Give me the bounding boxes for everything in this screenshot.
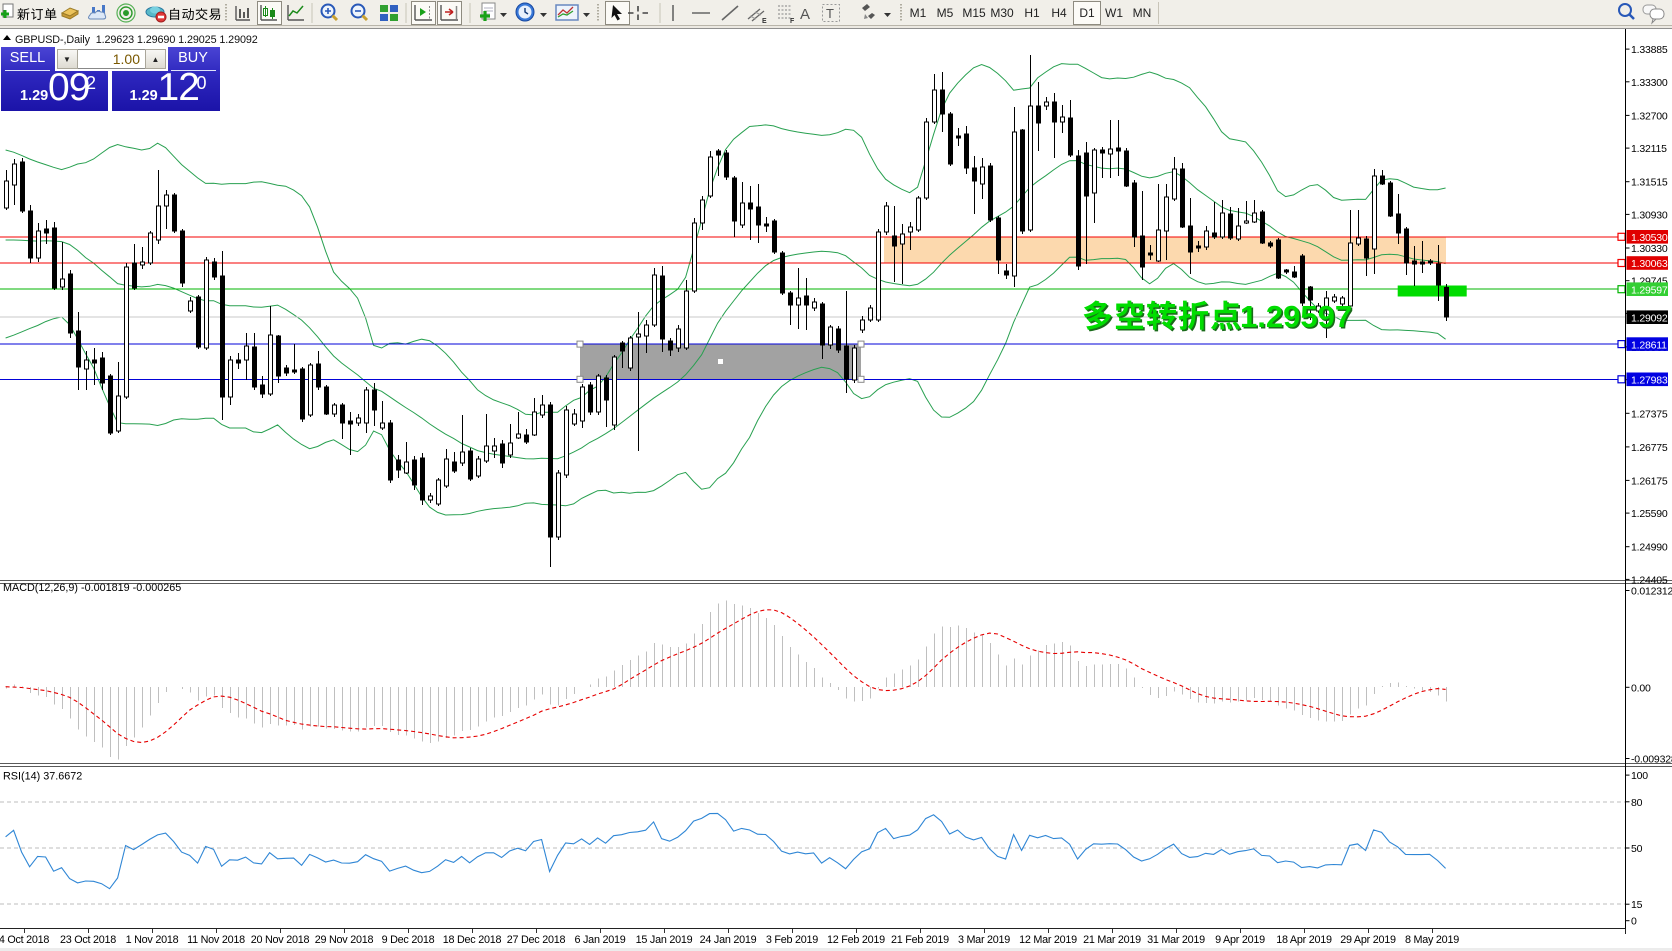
svg-text:1.27375: 1.27375: [1631, 408, 1668, 420]
svg-text:1.29597: 1.29597: [1242, 301, 1354, 336]
svg-text:27 Dec 2018: 27 Dec 2018: [507, 934, 566, 946]
svg-text:1.29092: 1.29092: [1631, 312, 1668, 324]
svg-text:1.24990: 1.24990: [1631, 542, 1668, 554]
svg-text:15: 15: [1631, 899, 1643, 911]
svg-text:21 Feb 2019: 21 Feb 2019: [891, 934, 949, 946]
svg-text:21 Mar 2019: 21 Mar 2019: [1083, 934, 1141, 946]
svg-text:9 Apr 2019: 9 Apr 2019: [1215, 934, 1265, 946]
svg-text:M15: M15: [962, 6, 986, 20]
svg-text:1.27983: 1.27983: [1631, 375, 1668, 387]
svg-text:18 Dec 2018: 18 Dec 2018: [443, 934, 502, 946]
svg-text:D1: D1: [1079, 6, 1095, 20]
svg-text:1.33300: 1.33300: [1631, 77, 1668, 89]
svg-text:31 Mar 2019: 31 Mar 2019: [1147, 934, 1205, 946]
svg-text:1.30930: 1.30930: [1631, 209, 1668, 221]
svg-text:80: 80: [1631, 797, 1643, 809]
svg-text:29 Nov 2018: 29 Nov 2018: [315, 934, 374, 946]
svg-text:-0.009328: -0.009328: [1631, 754, 1672, 766]
svg-text:H1: H1: [1024, 6, 1040, 20]
svg-text:15 Jan 2019: 15 Jan 2019: [636, 934, 693, 946]
svg-text:1.29597: 1.29597: [1240, 299, 1352, 334]
svg-text:20 Nov 2018: 20 Nov 2018: [251, 934, 310, 946]
svg-text:0: 0: [1631, 916, 1637, 928]
svg-text:1.26775: 1.26775: [1631, 442, 1668, 454]
svg-text:A: A: [800, 6, 810, 23]
svg-text:9 Dec 2018: 9 Dec 2018: [382, 934, 435, 946]
svg-text:12 Mar 2019: 12 Mar 2019: [1019, 934, 1077, 946]
svg-text:1.24405: 1.24405: [1631, 574, 1668, 586]
svg-text:M30: M30: [990, 6, 1014, 20]
svg-text:29 Apr 2019: 29 Apr 2019: [1340, 934, 1396, 946]
svg-text:12 Feb 2019: 12 Feb 2019: [827, 934, 885, 946]
svg-text:E: E: [762, 18, 767, 25]
svg-text:F: F: [790, 18, 795, 25]
svg-text:6 Jan 2019: 6 Jan 2019: [575, 934, 626, 946]
svg-text:GBPUSD-,Daily 1.29623 1.29690: GBPUSD-,Daily 1.29623 1.29690 1.29025 1.…: [15, 34, 258, 46]
svg-text:100: 100: [1631, 770, 1648, 782]
svg-text:1.29597: 1.29597: [1631, 284, 1668, 296]
svg-text:24 Jan 2019: 24 Jan 2019: [700, 934, 757, 946]
svg-text:H4: H4: [1051, 6, 1067, 20]
svg-text:MN: MN: [1133, 6, 1152, 20]
svg-text:RSI(14) 37.6672: RSI(14) 37.6672: [3, 771, 82, 783]
svg-text:8 May 2019: 8 May 2019: [1405, 934, 1459, 946]
svg-text:1.26175: 1.26175: [1631, 475, 1668, 487]
svg-text:0.00: 0.00: [1631, 682, 1651, 694]
svg-text:1.33885: 1.33885: [1631, 44, 1668, 56]
svg-text:1.32700: 1.32700: [1631, 110, 1668, 122]
svg-text:4 Oct 2018: 4 Oct 2018: [0, 934, 49, 946]
svg-text:18 Apr 2019: 18 Apr 2019: [1276, 934, 1332, 946]
svg-text:1.32115: 1.32115: [1631, 143, 1667, 155]
svg-text:W1: W1: [1105, 6, 1123, 20]
svg-text:1.30530: 1.30530: [1631, 232, 1668, 244]
svg-text:1 Nov 2018: 1 Nov 2018: [126, 934, 179, 946]
svg-text:1.28611: 1.28611: [1631, 339, 1667, 351]
svg-text:23 Oct 2018: 23 Oct 2018: [60, 934, 116, 946]
svg-text:1.25590: 1.25590: [1631, 508, 1668, 520]
svg-text:50: 50: [1631, 843, 1643, 855]
svg-text:1.30063: 1.30063: [1631, 258, 1668, 270]
svg-text:1.31515: 1.31515: [1631, 177, 1668, 189]
svg-text:1.30330: 1.30330: [1631, 243, 1668, 255]
svg-text:0.012312: 0.012312: [1631, 586, 1672, 598]
svg-text:3 Mar 2019: 3 Mar 2019: [958, 934, 1010, 946]
svg-text:11 Nov 2018: 11 Nov 2018: [187, 934, 245, 946]
svg-text:M1: M1: [910, 6, 927, 20]
svg-text:MACD(12,26,9) -0.001819 -0.000: MACD(12,26,9) -0.001819 -0.000265: [3, 582, 181, 594]
svg-text:M5: M5: [937, 6, 954, 20]
svg-text:3 Feb 2019: 3 Feb 2019: [766, 934, 818, 946]
svg-text:T: T: [826, 6, 834, 21]
